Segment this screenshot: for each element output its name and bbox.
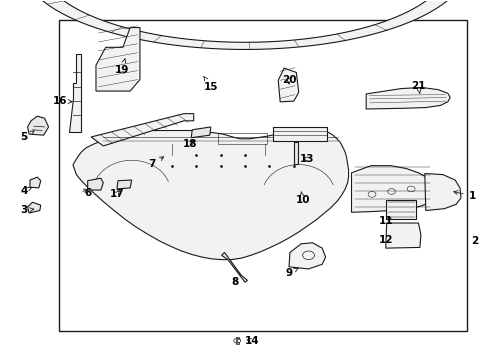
Polygon shape bbox=[29, 0, 461, 49]
Polygon shape bbox=[88, 178, 103, 190]
Text: 14: 14 bbox=[245, 336, 260, 346]
Polygon shape bbox=[273, 127, 327, 140]
Polygon shape bbox=[351, 166, 437, 212]
Text: 5: 5 bbox=[21, 131, 34, 142]
Text: 8: 8 bbox=[232, 277, 239, 287]
Polygon shape bbox=[27, 202, 41, 213]
Text: 12: 12 bbox=[378, 235, 393, 245]
Polygon shape bbox=[386, 200, 416, 220]
Polygon shape bbox=[294, 142, 298, 164]
Polygon shape bbox=[289, 243, 326, 269]
Polygon shape bbox=[30, 177, 41, 188]
Text: 13: 13 bbox=[300, 154, 315, 164]
Text: 4: 4 bbox=[21, 186, 31, 196]
Polygon shape bbox=[278, 68, 299, 102]
Text: 10: 10 bbox=[295, 192, 310, 205]
Polygon shape bbox=[221, 252, 247, 282]
Polygon shape bbox=[425, 174, 461, 211]
Polygon shape bbox=[91, 114, 194, 146]
Text: 7: 7 bbox=[148, 157, 164, 169]
Text: 2: 2 bbox=[471, 236, 478, 246]
Text: 21: 21 bbox=[411, 81, 426, 94]
Text: 1: 1 bbox=[454, 191, 476, 201]
Text: 20: 20 bbox=[282, 75, 296, 85]
Polygon shape bbox=[366, 87, 450, 109]
Polygon shape bbox=[117, 180, 132, 189]
Bar bbox=[218, 134, 267, 144]
Polygon shape bbox=[386, 223, 421, 248]
Polygon shape bbox=[73, 131, 348, 260]
Text: 3: 3 bbox=[21, 206, 34, 216]
Polygon shape bbox=[191, 127, 211, 138]
Text: 16: 16 bbox=[53, 96, 72, 106]
Text: 11: 11 bbox=[378, 216, 393, 226]
Polygon shape bbox=[69, 54, 81, 132]
Polygon shape bbox=[236, 337, 239, 344]
Bar bbox=[59, 21, 467, 330]
Text: 6: 6 bbox=[84, 188, 91, 198]
Polygon shape bbox=[96, 28, 140, 91]
Polygon shape bbox=[27, 116, 49, 135]
Text: 17: 17 bbox=[110, 189, 124, 199]
Text: 9: 9 bbox=[285, 268, 298, 278]
Text: 19: 19 bbox=[115, 59, 129, 75]
Text: 18: 18 bbox=[183, 139, 197, 149]
Text: 15: 15 bbox=[203, 77, 218, 92]
